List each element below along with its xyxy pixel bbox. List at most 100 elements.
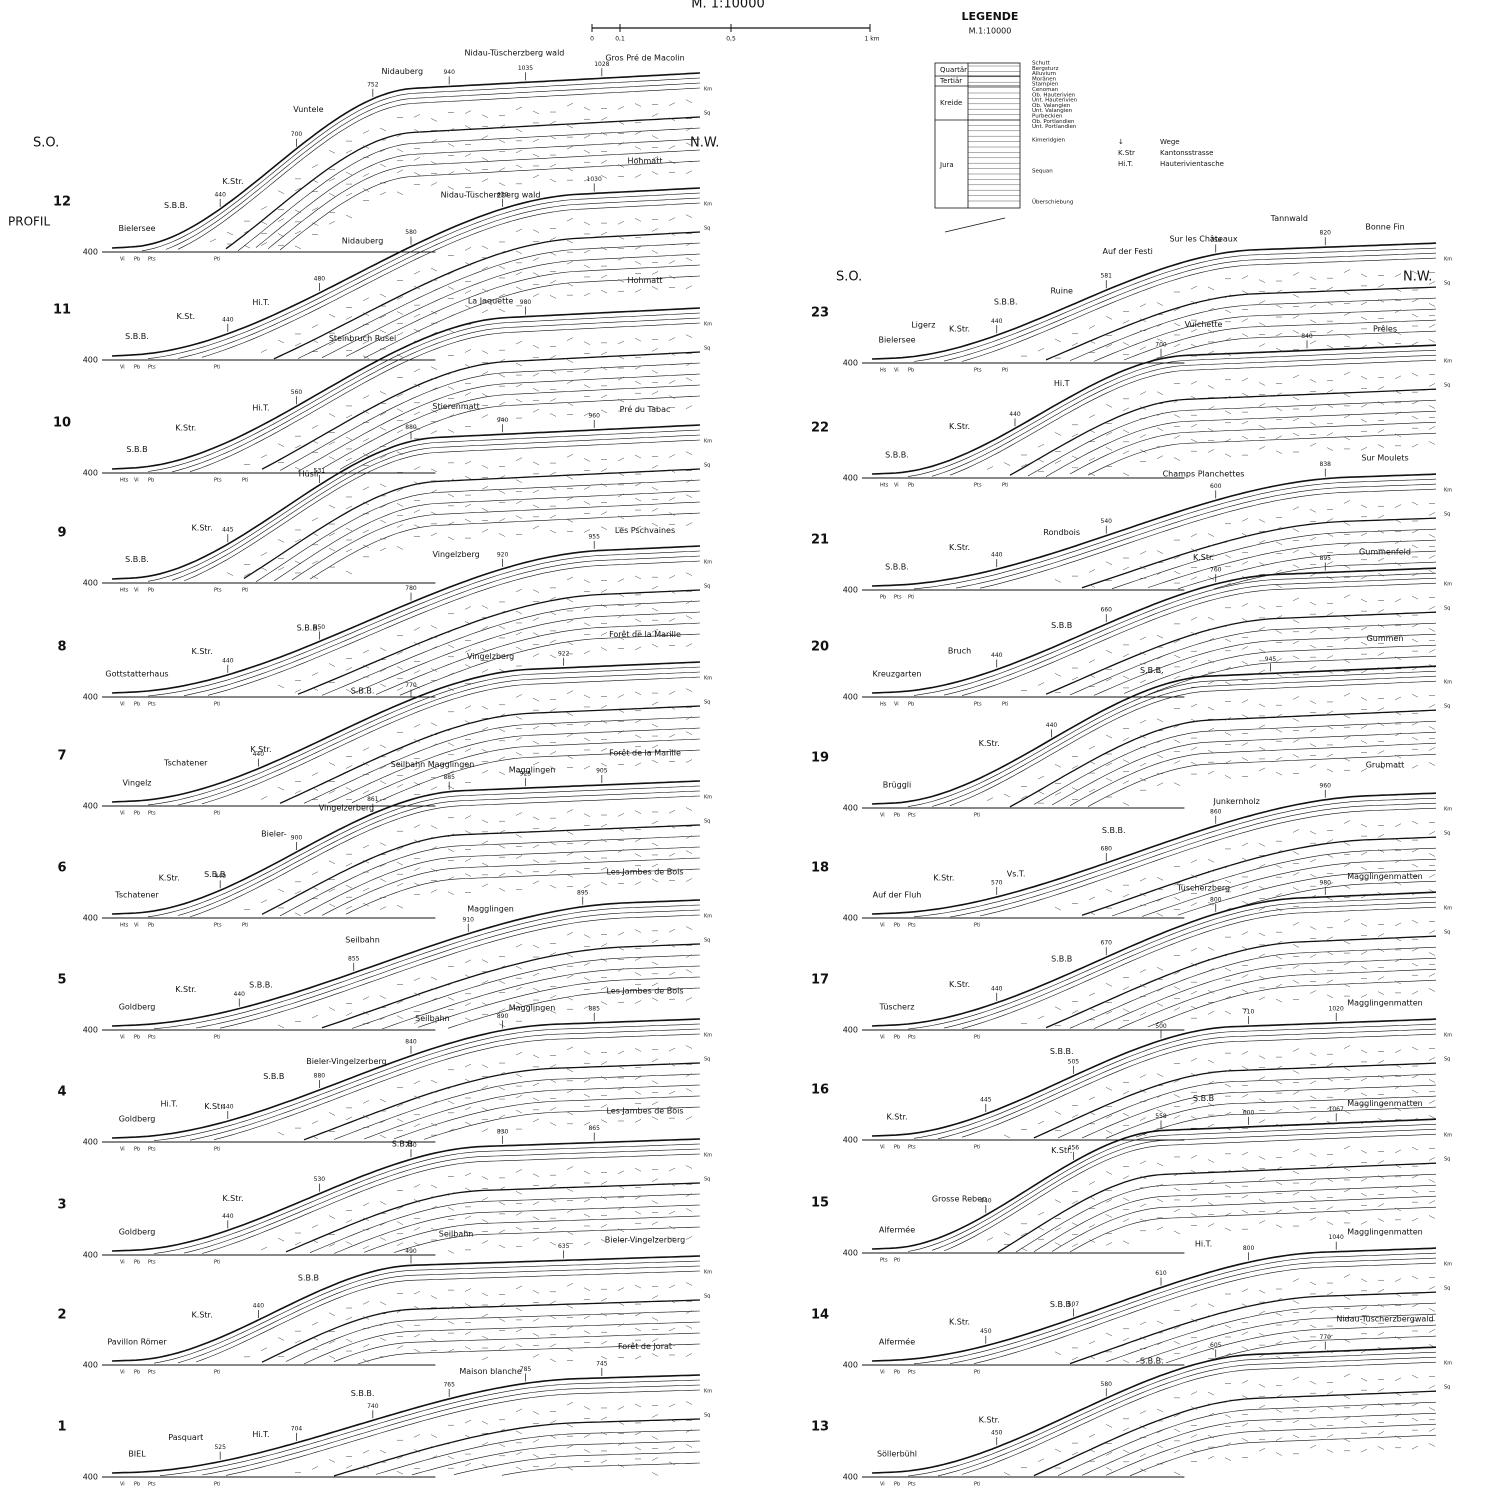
rock-hatch — [1224, 1068, 1232, 1073]
stratum-label: Sq — [1444, 512, 1450, 518]
elevation-label: 440 — [1046, 722, 1058, 729]
rock-hatch — [226, 231, 234, 236]
elevation-label: 440 — [991, 552, 1003, 559]
place-name: K.Str. — [192, 647, 213, 656]
rock-hatch — [583, 249, 591, 254]
rock-hatch — [481, 883, 489, 888]
rock-hatch — [549, 1198, 557, 1203]
rock-hatch — [362, 790, 370, 794]
rock-hatch — [1428, 1215, 1436, 1219]
rock-hatch — [1326, 655, 1334, 659]
rock-hatch — [1360, 966, 1368, 970]
base-elevation: 400 — [843, 359, 858, 368]
rock-hatch — [1275, 849, 1283, 854]
rock-hatch — [566, 1166, 574, 1170]
rock-hatch — [1105, 734, 1113, 739]
rock-hatch — [617, 614, 625, 618]
rock-hatch — [600, 720, 608, 724]
stratum-line — [201, 676, 701, 805]
rock-hatch — [1309, 552, 1317, 556]
elevation-label: 760 — [1210, 567, 1222, 574]
stratum-label: Sq — [1444, 1157, 1450, 1163]
rock-hatch — [430, 722, 438, 726]
rock-hatch — [345, 214, 353, 219]
rock-hatch — [634, 603, 642, 608]
place-name: K.St. — [176, 312, 195, 321]
stratum-label: Pts — [148, 257, 156, 263]
stratum-label: Hts — [880, 483, 889, 489]
rock-hatch — [1343, 692, 1351, 697]
rock-hatch — [345, 765, 353, 769]
rock-hatch — [651, 348, 659, 352]
stratum-label: Pts — [974, 368, 982, 374]
profile-number: 7 — [57, 749, 66, 764]
rock-hatch — [1343, 1438, 1351, 1443]
rock-hatch — [345, 1241, 353, 1245]
rock-hatch — [1326, 710, 1334, 715]
rock-hatch — [1309, 1281, 1317, 1286]
rock-hatch — [430, 468, 438, 473]
place-name: Champs Planchettes — [1163, 469, 1245, 478]
rock-hatch — [328, 1312, 336, 1316]
rock-hatch — [1275, 713, 1283, 718]
rock-hatch — [362, 529, 370, 534]
rock-hatch — [413, 867, 421, 871]
rock-hatch — [583, 264, 591, 269]
rock-hatch — [1292, 1048, 1300, 1052]
rock-hatch — [1241, 1166, 1249, 1171]
rock-hatch — [1258, 322, 1266, 326]
rock-hatch — [1377, 444, 1385, 448]
rock-hatch — [1071, 787, 1079, 791]
rock-hatch — [549, 398, 557, 402]
rock-hatch — [515, 737, 523, 741]
rock-hatch — [311, 425, 319, 429]
rock-hatch — [1377, 834, 1385, 838]
rock-hatch — [481, 980, 489, 984]
elevation-label: 1028 — [594, 61, 609, 68]
rock-hatch — [532, 632, 540, 636]
rock-hatch — [328, 193, 336, 197]
rock-hatch — [617, 472, 625, 477]
rock-hatch — [1411, 400, 1419, 405]
rock-hatch — [1224, 995, 1232, 1000]
rock-hatch — [1224, 554, 1232, 559]
rock-hatch — [1275, 407, 1283, 411]
rock-hatch — [362, 1359, 370, 1363]
rock-hatch — [651, 1472, 659, 1476]
rock-hatch — [1258, 300, 1266, 304]
place-name: Seilbahn — [345, 935, 380, 944]
rock-hatch — [413, 157, 421, 161]
rock-hatch — [1122, 1337, 1130, 1342]
rock-hatch — [1377, 1403, 1385, 1407]
rock-hatch — [1139, 1175, 1147, 1180]
rock-hatch — [1139, 566, 1147, 570]
rock-hatch — [498, 416, 506, 421]
rock-hatch — [583, 292, 591, 297]
rock-hatch — [1377, 1160, 1385, 1164]
stratum-label: Hts — [120, 588, 129, 594]
legend-symbol-text: Kantonsstrasse — [1160, 149, 1213, 157]
legend-unit: Unt. Hauterivien — [1032, 98, 1078, 104]
rock-hatch — [583, 486, 591, 490]
place-name: S.B.B. — [885, 450, 909, 459]
stratum-line — [1135, 1313, 1437, 1363]
rock-hatch — [634, 1284, 642, 1289]
rock-hatch — [1428, 762, 1436, 766]
rock-hatch — [1105, 777, 1113, 782]
rock-hatch — [600, 1104, 608, 1108]
rock-hatch — [1241, 946, 1249, 950]
rock-hatch — [1377, 429, 1385, 433]
rock-hatch — [481, 393, 489, 397]
rock-hatch — [1394, 390, 1402, 395]
rock-hatch — [413, 172, 421, 176]
rock-hatch — [1122, 1240, 1130, 1244]
terrain-surface — [871, 665, 1437, 805]
stratum-line — [321, 857, 701, 916]
rock-hatch — [532, 589, 540, 593]
rock-hatch — [583, 977, 591, 981]
rock-hatch — [1190, 1115, 1198, 1120]
rock-hatch — [1275, 541, 1283, 545]
rock-hatch — [379, 647, 387, 651]
place-name: Vuichette — [1185, 320, 1223, 329]
place-name: K.Str. — [192, 1310, 213, 1319]
